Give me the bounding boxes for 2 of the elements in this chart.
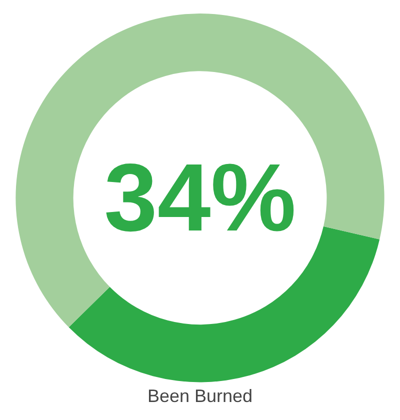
slice-label: Been Burned [147,386,253,406]
data-label: 34% [104,144,296,252]
